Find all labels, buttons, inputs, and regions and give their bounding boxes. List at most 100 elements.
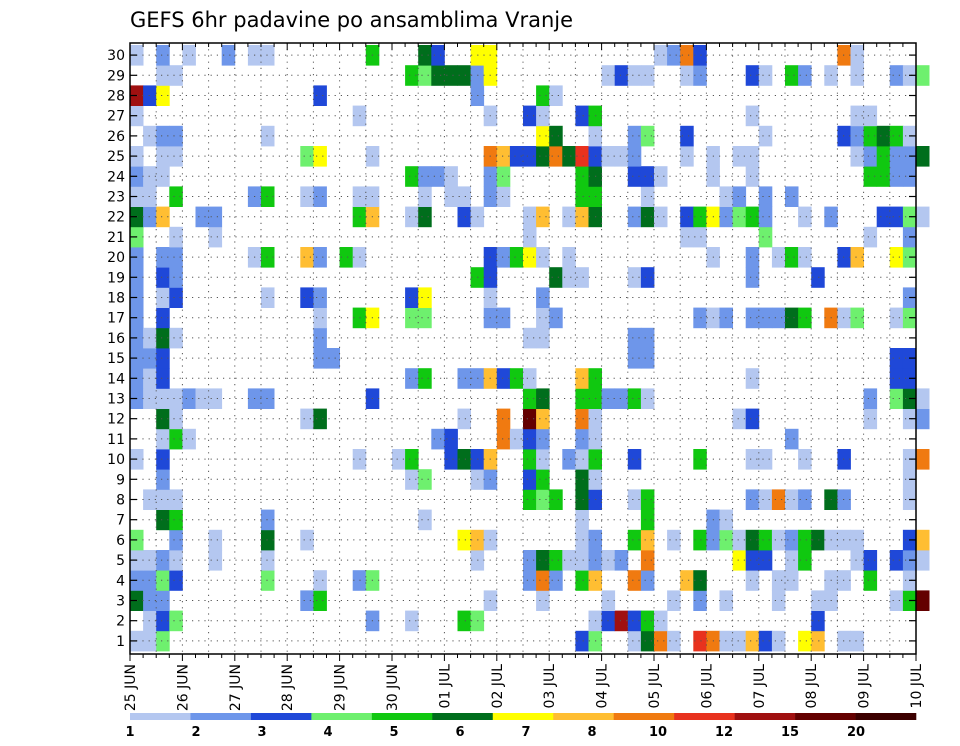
heatmap-cell bbox=[640, 206, 655, 228]
heatmap-cell bbox=[536, 105, 550, 127]
x-tick-label: 27 JUN bbox=[228, 664, 244, 711]
heatmap-cell bbox=[627, 630, 642, 652]
legend-label: 6 bbox=[455, 725, 464, 740]
heatmap-cell bbox=[614, 65, 629, 86]
heatmap-cell bbox=[221, 45, 236, 66]
heatmap-cell bbox=[745, 570, 760, 591]
heatmap-cell bbox=[156, 368, 170, 389]
heatmap-cell bbox=[169, 428, 183, 450]
heatmap-cell bbox=[156, 327, 170, 349]
legend-label: 12 bbox=[715, 725, 733, 740]
y-tick-label: 2 bbox=[116, 614, 125, 630]
heatmap-cell bbox=[261, 529, 275, 551]
heatmap-cell bbox=[313, 307, 327, 329]
x-axis: 25 JUN 26 JUN 27 JUN 28 JUN 29 JUN 30 JUN 01 J… bbox=[123, 43, 925, 711]
heatmap-cell bbox=[156, 206, 170, 228]
heatmap-cell bbox=[169, 125, 183, 147]
heatmap-cell bbox=[575, 489, 589, 510]
heatmap-cell bbox=[680, 65, 694, 86]
heatmap-cell bbox=[758, 186, 773, 207]
heatmap-cell bbox=[313, 247, 327, 268]
heatmap-cell bbox=[575, 469, 589, 490]
heatmap-cell bbox=[785, 65, 799, 86]
heatmap-cell bbox=[640, 630, 655, 652]
heatmap-cell bbox=[169, 65, 183, 86]
x-tick-label: 05 JUL bbox=[647, 664, 663, 709]
heatmap-cell bbox=[457, 529, 471, 551]
heatmap-cell bbox=[745, 449, 760, 470]
heatmap-cell bbox=[405, 287, 419, 308]
heatmap-cell bbox=[405, 469, 419, 490]
heatmap-cell bbox=[916, 449, 930, 470]
heatmap-cell bbox=[654, 166, 668, 187]
heatmap-cell bbox=[811, 610, 825, 632]
heatmap-cell bbox=[575, 166, 589, 187]
heatmap-cell bbox=[536, 388, 550, 409]
heatmap-cell bbox=[640, 186, 655, 207]
heatmap-cell bbox=[850, 65, 864, 86]
heatmap-cell bbox=[536, 85, 550, 106]
heatmap-cell bbox=[798, 247, 812, 268]
heatmap-cell bbox=[523, 550, 537, 571]
heatmap-cells bbox=[130, 45, 930, 652]
legend-label: 1 bbox=[125, 725, 134, 740]
x-tick-label: 25 JUN bbox=[123, 664, 139, 711]
legend-label: 7 bbox=[521, 725, 530, 740]
heatmap-cell bbox=[758, 206, 773, 228]
heatmap-cell bbox=[745, 307, 760, 329]
y-tick-label: 4 bbox=[116, 573, 125, 589]
x-tick-label: 09 JUL bbox=[857, 664, 873, 709]
heatmap-cell bbox=[536, 570, 550, 591]
heatmap-cell bbox=[208, 226, 223, 248]
heatmap-cell bbox=[169, 550, 183, 571]
heatmap-cell bbox=[889, 388, 904, 409]
heatmap-cell bbox=[798, 449, 812, 470]
heatmap-cell bbox=[693, 570, 707, 591]
heatmap-cell bbox=[798, 307, 812, 329]
legend-swatch bbox=[311, 713, 373, 720]
heatmap-cell bbox=[916, 529, 930, 551]
heatmap-cell bbox=[523, 428, 537, 450]
heatmap-cell bbox=[575, 206, 589, 228]
heatmap-cell bbox=[916, 550, 930, 571]
heatmap-cell bbox=[693, 590, 707, 611]
heatmap-cell bbox=[614, 610, 629, 632]
heatmap-cell bbox=[169, 226, 183, 248]
x-tick-label: 07 JUL bbox=[752, 664, 768, 709]
heatmap-cell bbox=[850, 146, 864, 167]
heatmap-cell bbox=[916, 206, 930, 228]
heatmap-cell bbox=[889, 590, 904, 611]
heatmap-cell bbox=[418, 287, 432, 308]
heatmap-cell bbox=[627, 125, 642, 147]
heatmap-cell bbox=[261, 287, 275, 308]
heatmap-cell bbox=[523, 368, 537, 389]
y-tick-label: 23 bbox=[107, 190, 125, 206]
heatmap-cell bbox=[169, 509, 183, 531]
heatmap-cell bbox=[169, 570, 183, 591]
heatmap-cell bbox=[431, 65, 445, 86]
heatmap-cell bbox=[693, 206, 707, 228]
heatmap-cell bbox=[850, 45, 864, 66]
heatmap-cell bbox=[640, 529, 655, 551]
heatmap-cell bbox=[156, 65, 170, 86]
heatmap-cell bbox=[575, 550, 589, 571]
heatmap-cell bbox=[771, 570, 786, 591]
heatmap-cell bbox=[405, 206, 419, 228]
heatmap-cell bbox=[811, 590, 825, 611]
y-tick-label: 3 bbox=[116, 594, 125, 610]
heatmap-cell bbox=[195, 206, 209, 228]
heatmap-cell bbox=[785, 428, 799, 450]
heatmap-cell bbox=[169, 327, 183, 349]
heatmap-cell bbox=[536, 125, 550, 147]
heatmap-cell bbox=[693, 45, 707, 66]
legend-label: 10 bbox=[649, 725, 667, 740]
legend-label: 20 bbox=[847, 725, 865, 740]
heatmap-cell bbox=[758, 307, 773, 329]
heatmap-cell bbox=[300, 186, 314, 207]
heatmap-cell bbox=[261, 125, 275, 147]
legend-swatch bbox=[492, 713, 554, 720]
heatmap-cell bbox=[523, 449, 537, 470]
heatmap-cell bbox=[745, 489, 760, 510]
heatmap-cell bbox=[863, 388, 878, 409]
